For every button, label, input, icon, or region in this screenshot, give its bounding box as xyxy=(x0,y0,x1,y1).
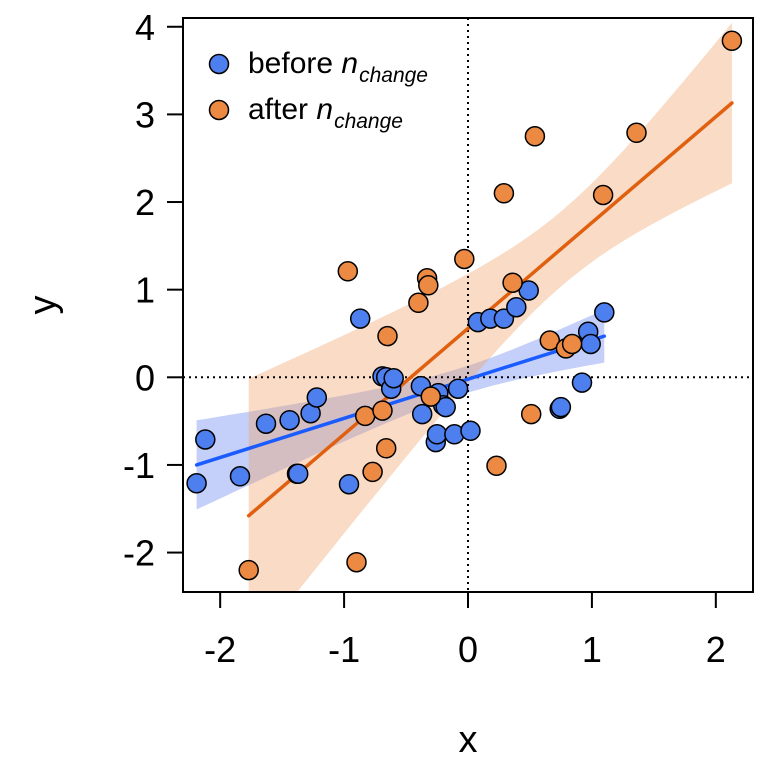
x-tick-label: -1 xyxy=(328,629,360,670)
point-after xyxy=(539,330,561,351)
legend-sub-before: change xyxy=(359,64,428,87)
legend-marker-after xyxy=(208,99,230,121)
y-tick-label: 1 xyxy=(135,270,155,311)
point-before xyxy=(460,420,481,442)
point-after xyxy=(502,272,523,293)
point-after xyxy=(626,122,647,144)
point-before xyxy=(195,429,216,450)
legend-main-before: before xyxy=(248,47,341,80)
legend-sub-after: change xyxy=(334,110,403,133)
point-before xyxy=(571,372,593,393)
point-before xyxy=(506,296,527,318)
point-after xyxy=(561,333,583,355)
legend-marker-before xyxy=(208,53,230,75)
y-tick-label: -1 xyxy=(123,445,155,486)
y-tick-label: 3 xyxy=(135,94,155,135)
point-after xyxy=(337,261,359,282)
y-tick-label: 0 xyxy=(135,357,155,398)
x-tick-label: 1 xyxy=(582,629,602,670)
legend-italic-before: n xyxy=(341,47,358,80)
point-after xyxy=(362,461,383,483)
y-tick-label: 4 xyxy=(135,7,155,48)
legend-main-after: after xyxy=(248,93,316,126)
point-after xyxy=(354,405,376,427)
x-tick-label: 0 xyxy=(458,629,478,670)
point-before xyxy=(255,413,277,434)
confidence-band-before xyxy=(196,309,605,510)
point-after xyxy=(418,275,439,296)
point-after xyxy=(408,292,429,314)
point-after xyxy=(346,551,367,573)
x-axis-title: x xyxy=(459,719,478,761)
legend-label-after: after nchange xyxy=(248,93,403,133)
legend-italic-after: n xyxy=(316,93,333,126)
point-before xyxy=(383,367,404,389)
point-before xyxy=(279,409,300,431)
y-tick-label: -2 xyxy=(123,533,155,574)
points-layer xyxy=(186,30,743,581)
point-before xyxy=(306,387,328,408)
point-after xyxy=(524,126,546,147)
point-before xyxy=(426,424,448,445)
point-after xyxy=(520,403,542,425)
x-tick-label: -2 xyxy=(204,629,236,670)
point-after xyxy=(238,559,259,581)
point-before xyxy=(435,396,456,418)
axes-layer: -2 -1 0 1 2 -2 -1 0 1 2 3 4 x y xyxy=(22,7,754,761)
point-before xyxy=(580,333,601,355)
point-after xyxy=(493,183,515,204)
point-before xyxy=(447,378,469,399)
point-before xyxy=(349,308,371,329)
point-before xyxy=(338,473,360,495)
point-after xyxy=(454,248,475,270)
point-before xyxy=(550,396,572,418)
y-axis-title: y xyxy=(22,296,64,315)
point-before xyxy=(229,466,251,487)
point-after xyxy=(592,184,614,206)
legend-label-before: before nchange xyxy=(248,47,428,87)
y-tick-label: 2 xyxy=(135,182,155,223)
x-tick-label: 2 xyxy=(706,629,726,670)
point-after xyxy=(721,30,743,52)
point-before xyxy=(594,302,615,323)
point-after xyxy=(486,455,507,477)
fit-line-before xyxy=(194,334,607,467)
point-before xyxy=(287,463,309,484)
point-after xyxy=(377,325,398,347)
point-after xyxy=(372,400,393,421)
point-after xyxy=(375,438,397,459)
point-before xyxy=(186,473,207,494)
reference-lines-layer xyxy=(183,18,753,592)
point-before xyxy=(411,403,433,425)
point-after xyxy=(420,386,442,407)
